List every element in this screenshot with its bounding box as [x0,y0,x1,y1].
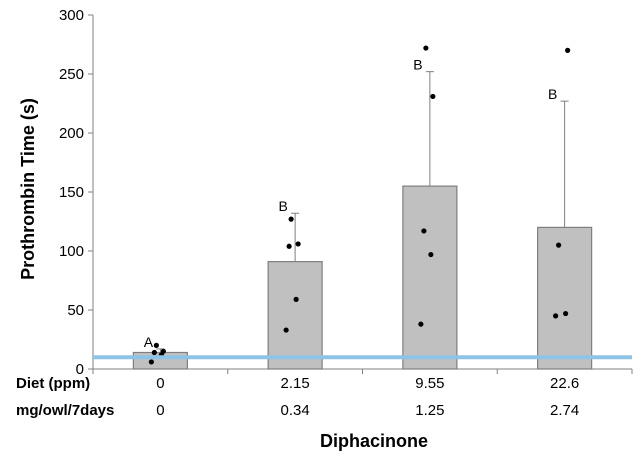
category-label: 0.34 [281,402,310,419]
y-axis: 0 50 100 150 200 250 300 [59,7,94,378]
x-axis [92,368,633,374]
y-tick-label: 200 [59,125,84,142]
y-tick-label: 300 [59,7,84,24]
data-point [288,216,294,222]
data-point [151,349,157,356]
y-tick-label: 250 [59,66,84,83]
row-label: mg/owl/7days [16,402,114,419]
bar [402,185,458,370]
bar [267,261,323,370]
data-point [423,45,429,51]
y-axis-title: Prothrombin Time (s) [18,98,38,280]
significance-letter: A [144,334,154,350]
data-point [430,93,436,100]
data-point [418,321,424,327]
category-label: 1.25 [415,402,444,419]
significance-letter: B [278,198,287,214]
category-label: 22.6 [550,375,579,392]
data-point [563,310,569,317]
category-label: 0 [156,402,164,419]
category-label: 2.15 [281,375,310,392]
data-point [553,313,559,319]
data-point [556,242,562,248]
x-axis-title: Diphacinone [320,431,428,451]
y-tick-label: 0 [76,361,84,378]
category-label: 2.74 [550,402,579,419]
y-tick-label: 150 [59,184,84,201]
data-point [286,243,292,249]
data-point [421,228,427,234]
significance-letter: B [548,86,557,102]
data-point [293,296,299,302]
data-point [295,241,301,247]
data-point [283,327,289,333]
row-label: Diet (ppm) [16,375,90,392]
data-point [428,251,434,258]
data-point [148,359,154,365]
category-label: 0 [156,375,164,392]
significance-letter: B [413,57,422,73]
bars: A B B B [132,45,593,370]
category-rows: Diet (ppm) 0 2.15 9.55 22.6 mg/owl/7days 0 0.34… [16,375,579,419]
y-tick-label: 100 [59,243,84,260]
category-label: 9.55 [415,375,444,392]
data-point [160,348,166,354]
data-point [153,342,159,348]
y-tick-label: 50 [67,302,84,319]
bar [537,226,593,370]
data-point [565,47,571,54]
